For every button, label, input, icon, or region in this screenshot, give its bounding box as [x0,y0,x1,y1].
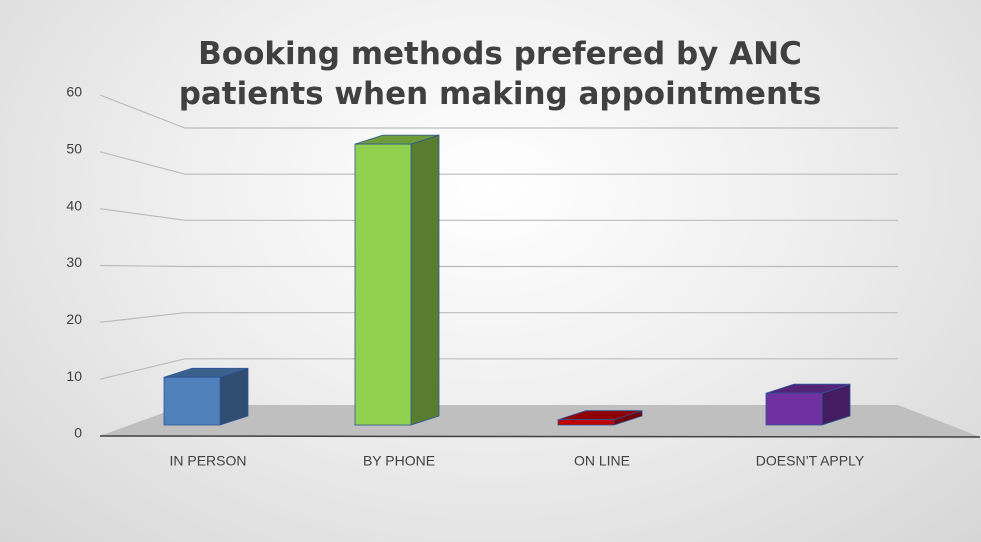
y-tick-label: 40 [66,197,82,213]
y-tick-label: 60 [66,84,82,100]
bar [163,376,221,426]
floor [100,405,980,437]
grid-line [99,208,898,221]
bar-side [410,134,440,426]
grid-line [99,151,898,175]
bar-side [219,367,249,426]
y-tick-label: 50 [66,141,82,157]
grid-line [99,312,898,323]
y-tick-label: 20 [66,311,82,327]
bar [354,143,412,426]
grid-line [99,358,898,380]
x-axis [99,435,981,438]
x-tick-label: BY PHONE [363,453,435,469]
chart-title: Booking methods prefered by ANC patients… [178,36,822,112]
x-tick-label: ON LINE [574,453,630,469]
bar [557,419,615,426]
y-tick-label: 10 [66,368,82,384]
y-tick-label: 30 [66,254,82,270]
bar [765,392,823,426]
grid-line [99,264,898,268]
x-tick-label: IN PERSON [169,453,246,469]
y-tick-label: 0 [74,425,82,441]
x-tick-label: DOESN’T APPLY [756,453,865,469]
grid-line [99,94,898,129]
